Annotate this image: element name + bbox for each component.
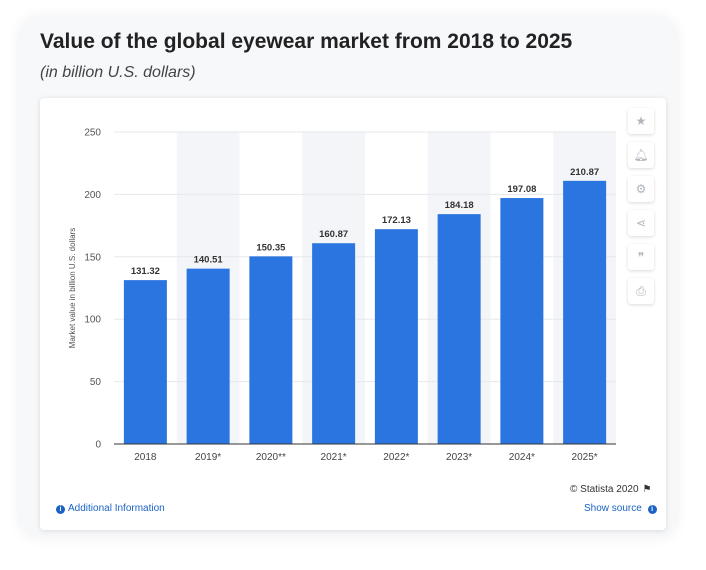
data-label: 210.87: [570, 167, 599, 178]
show-source-label: Show source: [584, 503, 642, 514]
y-axis-label: Market value in billion U.S. dollars: [68, 228, 77, 349]
data-label: 140.51: [194, 255, 224, 266]
bar: [123, 280, 167, 444]
gear-icon[interactable]: ⚙: [628, 176, 654, 202]
bar: [312, 243, 356, 444]
data-label: 150.35: [256, 242, 286, 253]
info-icon: i: [647, 505, 657, 514]
star-icon[interactable]: ★: [628, 108, 654, 134]
bell-icon[interactable]: 🔔︎: [628, 142, 654, 168]
x-tick-label: 2018: [134, 452, 157, 463]
copyright: © Statista 2020 ⚑: [570, 484, 652, 495]
page-title: Value of the global eyewear market from …: [40, 30, 573, 53]
bar: [500, 198, 544, 444]
data-label: 131.32: [131, 266, 160, 277]
chart-toolbar: ★ 🔔︎ ⚙ ⋖ ❞ ⎙: [628, 108, 656, 312]
x-tick-label: 2022*: [383, 452, 409, 463]
data-label: 184.18: [445, 200, 474, 211]
x-tick-label: 2019*: [195, 452, 221, 463]
bar: [186, 268, 230, 444]
bar: [563, 180, 607, 445]
y-tick-label: 50: [90, 377, 102, 388]
flag-icon[interactable]: ⚑: [642, 484, 652, 495]
x-tick-label: 2025*: [572, 452, 598, 463]
copyright-text: © Statista 2020: [570, 484, 639, 495]
x-tick-label: 2021*: [321, 452, 347, 463]
page-subtitle: (in billion U.S. dollars): [40, 64, 196, 81]
share-icon[interactable]: ⋖: [628, 210, 654, 236]
bar: [249, 256, 293, 444]
show-source-link[interactable]: Show source i: [584, 503, 657, 514]
data-label: 160.87: [319, 229, 348, 240]
print-icon[interactable]: ⎙: [628, 278, 654, 304]
y-tick-label: 250: [84, 128, 101, 139]
bar: [374, 229, 418, 444]
data-label: 172.13: [382, 215, 411, 226]
data-label: 197.08: [507, 184, 536, 195]
x-tick-label: 2023*: [446, 452, 472, 463]
y-tick-label: 150: [84, 252, 101, 263]
additional-info-label: Additional Information: [68, 503, 165, 514]
x-tick-label: 2024*: [509, 452, 535, 463]
y-tick-label: 100: [84, 315, 101, 326]
quote-icon[interactable]: ❞: [628, 244, 654, 270]
y-tick-label: 0: [95, 440, 101, 451]
additional-info-link[interactable]: i Additional Information: [56, 503, 165, 514]
x-tick-label: 2020**: [256, 452, 286, 463]
info-icon: i: [56, 505, 65, 514]
y-tick-label: 200: [84, 190, 101, 201]
bar: [437, 214, 481, 444]
